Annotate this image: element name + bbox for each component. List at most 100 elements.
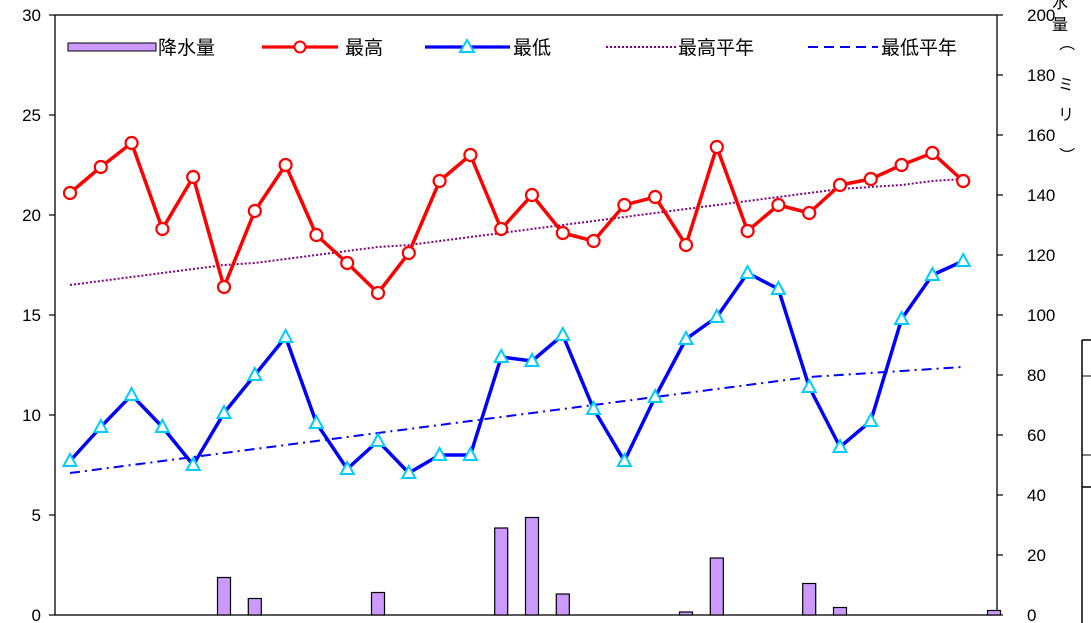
max-point	[740, 223, 755, 239]
right-tick-label: 40	[1027, 486, 1046, 505]
legend-item-max: 最高	[262, 37, 383, 59]
max-point	[124, 135, 139, 151]
min-point	[739, 263, 756, 279]
right-tick-label: 200	[1027, 6, 1055, 25]
precip-bar	[678, 611, 694, 616]
right-tick-label: 0	[1027, 606, 1036, 623]
legend-max-normal-label: 最高平年	[678, 37, 754, 59]
max-point	[432, 173, 447, 189]
right-axis-label-char: （	[1057, 35, 1076, 51]
left-tick-label: 5	[32, 506, 41, 525]
max-point	[370, 285, 386, 301]
precip-bars	[216, 516, 1002, 616]
right-axis-label-char: リ	[1058, 105, 1074, 124]
min-point	[893, 309, 910, 325]
min-point	[831, 437, 849, 453]
max-point	[555, 225, 570, 241]
right-tick-label: 60	[1027, 426, 1046, 445]
min-normal-line	[69, 366, 964, 474]
min-point	[92, 417, 109, 433]
max-point	[401, 245, 416, 261]
min-series	[61, 251, 972, 479]
right-axis-label-char: ミ	[1058, 75, 1074, 94]
min-point	[215, 403, 233, 419]
min-point	[339, 459, 356, 475]
side-panel-fragment	[1081, 339, 1091, 623]
right-axis-label: 水量（ ミリ ）	[1052, 0, 1076, 163]
max-point	[956, 173, 971, 189]
max-point	[925, 145, 940, 161]
min-line	[68, 259, 964, 475]
legend-precip-swatch	[67, 42, 157, 52]
min-point	[277, 327, 294, 343]
legend-item-min-normal: 最低平年	[808, 37, 957, 59]
min-point	[862, 411, 879, 427]
min-point	[770, 279, 787, 295]
max-series	[62, 135, 971, 301]
left-tick-label: 25	[22, 106, 41, 125]
max-point	[678, 237, 694, 253]
precip-bar	[986, 609, 1002, 616]
legend-item-precip: 降水量	[67, 37, 215, 59]
left-tick-label: 10	[22, 406, 41, 425]
precip-bar	[216, 576, 232, 616]
legend-precip-label: 降水量	[158, 37, 215, 59]
max-point	[186, 169, 201, 185]
legend-max-marker	[293, 40, 307, 54]
precip-bar	[247, 597, 262, 616]
min-point	[801, 377, 818, 393]
min-point	[708, 307, 725, 323]
min-point	[246, 365, 263, 381]
max-normal-line	[69, 178, 964, 286]
right-tick-label: 120	[1027, 246, 1055, 265]
max-point	[155, 221, 170, 237]
min-point	[647, 387, 664, 403]
precip-bar	[370, 591, 386, 616]
right-axis-label-char: ）	[1057, 147, 1076, 163]
precip-bar	[832, 606, 848, 616]
min-point	[955, 251, 972, 267]
max-point	[247, 203, 262, 219]
right-axis-label-char: 量	[1052, 15, 1068, 34]
right-y-axis: 0 20 40 60 80 100 120 140 160 180 200	[997, 6, 1055, 623]
legend-min-label: 最低	[513, 37, 551, 59]
min-point	[369, 431, 387, 447]
min-point	[400, 463, 417, 479]
plot-area	[54, 14, 998, 616]
max-point	[278, 157, 293, 173]
precip-bar	[802, 582, 817, 616]
legend-min-normal-label: 最低平年	[881, 37, 957, 59]
max-point	[586, 233, 601, 249]
precip-bar	[555, 593, 570, 616]
max-point	[93, 159, 108, 175]
max-point	[340, 255, 355, 271]
max-point	[648, 189, 663, 205]
left-y-axis: 0 5 10 15 20 25 30	[22, 6, 55, 623]
min-point	[431, 445, 448, 461]
legend-item-min: 最低	[425, 37, 551, 59]
min-point	[924, 265, 941, 281]
right-tick-label: 20	[1027, 546, 1046, 565]
min-point	[554, 325, 571, 341]
legend-max-label: 最高	[345, 37, 383, 59]
max-point	[863, 171, 878, 187]
normal-lines	[69, 178, 964, 474]
max-point	[709, 139, 724, 155]
right-tick-label: 180	[1027, 66, 1055, 85]
max-point	[463, 147, 478, 163]
min-point	[462, 445, 479, 461]
max-point	[216, 279, 232, 295]
left-tick-label: 30	[22, 6, 41, 25]
max-point	[832, 177, 848, 193]
right-tick-label: 160	[1027, 126, 1055, 145]
left-tick-label: 15	[22, 306, 41, 325]
precip-bar	[494, 527, 509, 616]
max-point	[309, 227, 324, 243]
right-axis-label-char: 水	[1052, 0, 1068, 12]
min-point	[585, 399, 602, 415]
max-point	[802, 205, 817, 221]
min-point	[308, 413, 325, 429]
legend-min-marker	[458, 38, 476, 53]
right-tick-label: 100	[1027, 306, 1055, 325]
min-point	[677, 329, 695, 345]
